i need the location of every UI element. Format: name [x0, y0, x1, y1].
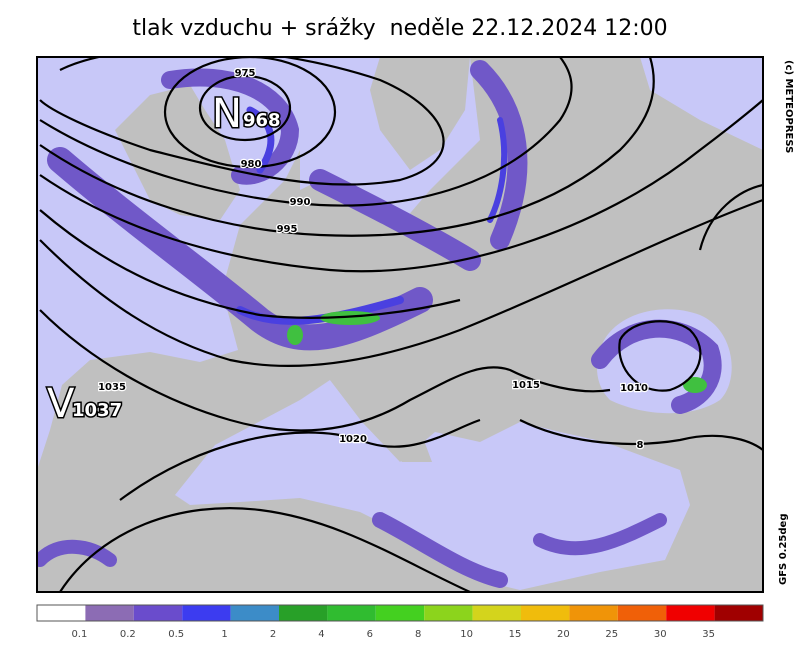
legend-swatch [133, 605, 183, 621]
isobar [519, 419, 763, 451]
legend-swatch [569, 605, 618, 621]
land-italy [330, 360, 432, 462]
isobar-label: 1020 [339, 434, 367, 445]
precip-band [372, 512, 508, 588]
title: tlak vzduchu + srážky neděle 22.12.2024 … [132, 16, 667, 41]
legend: 0.1 0.2 0.5 1 2 4 6 8 10 15 20 25 30 35 [36, 604, 764, 640]
legend-swatch [327, 605, 376, 621]
isobar-label: 1035 [98, 382, 126, 393]
precip-heavy [287, 325, 303, 345]
legend-frame [36, 604, 764, 622]
high-value: 1037 [72, 400, 122, 421]
isobar [198, 74, 292, 142]
copyright: (c) METEOPRESS [783, 60, 794, 153]
isobar [39, 309, 611, 432]
precip-band [533, 513, 667, 556]
isobar-label: 8 [637, 440, 644, 451]
legend-swatch [472, 605, 521, 621]
legend-swatch [85, 605, 134, 621]
isobar [39, 57, 655, 237]
precip-heavy [683, 377, 707, 393]
isobar-labels: 975 980 990 995 1035 1015 1010 1020 8 [97, 67, 649, 453]
isobar [698, 183, 763, 251]
legend-label: 20 [557, 629, 570, 640]
legend-label: 35 [702, 629, 715, 640]
legend-swatch [182, 605, 231, 621]
map-area: 975 980 990 995 1035 1015 1010 1020 8 N … [36, 56, 764, 593]
precipitation [37, 60, 722, 588]
legend-label: 10 [460, 629, 473, 640]
pressure-centers: N 968 V 1037 [46, 90, 283, 429]
legend-label: 0.2 [120, 629, 136, 640]
isobar-label: 980 [241, 159, 262, 170]
isobar-label: 1015 [512, 380, 540, 391]
isobar-label: 975 [235, 68, 256, 79]
legend-label: 8 [415, 629, 421, 640]
isobar [618, 320, 702, 392]
model-label: GFS 0.25deg [778, 514, 789, 586]
low-value: 968 [243, 110, 281, 131]
isobar [39, 198, 763, 367]
isobar [59, 507, 471, 592]
legend-label: 25 [605, 629, 618, 640]
legend-label: 6 [367, 629, 373, 640]
precip-band [37, 539, 117, 567]
legend-label: 1 [221, 629, 227, 640]
isobar [163, 57, 337, 169]
isobars [39, 57, 763, 592]
map-frame [36, 56, 764, 593]
sea-bay [640, 57, 763, 150]
isobar-label: 995 [277, 224, 298, 235]
low-letter: N [212, 91, 242, 137]
legend-swatch [279, 605, 328, 621]
legend-label: 2 [270, 629, 276, 640]
precip-core [246, 106, 275, 174]
isobar [39, 99, 763, 273]
isobar [39, 57, 445, 186]
legend-swatch [617, 605, 667, 621]
legend-swatch [375, 605, 425, 621]
legend-label: 0.1 [71, 629, 87, 640]
isobar [39, 57, 573, 207]
precip-core [236, 296, 404, 325]
legend-swatch [230, 605, 279, 621]
isobar-label: 990 [290, 197, 311, 208]
legend-label: 30 [654, 629, 667, 640]
isobar [119, 418, 481, 501]
precip-core [487, 117, 508, 223]
legend-swatch [714, 605, 763, 621]
legend-label: 0.5 [168, 629, 184, 640]
legend-label: 4 [318, 629, 324, 640]
legend-label: 15 [509, 629, 522, 640]
precip-band [470, 60, 528, 250]
legend-swatch [521, 605, 570, 621]
precip-band [591, 319, 722, 414]
land-britain [115, 85, 240, 220]
legend-swatch [37, 605, 86, 621]
isobar-label: 1010 [620, 383, 648, 394]
precip-band [309, 169, 481, 271]
legend-swatch [666, 605, 715, 621]
land-scandinavia [370, 57, 470, 170]
high-letter: V [47, 381, 75, 427]
legend-swatch [424, 605, 473, 621]
isobar [39, 209, 461, 319]
